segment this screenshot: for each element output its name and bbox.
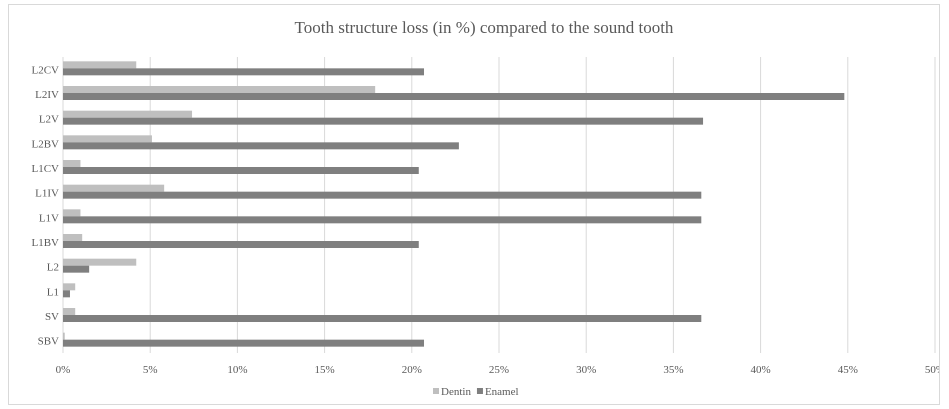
legend-swatch (433, 388, 439, 394)
category-label: L2IV (35, 89, 59, 101)
bar-dentin (63, 308, 76, 315)
bar-dentin (63, 61, 137, 69)
bar-enamel (63, 290, 70, 298)
gridlines (62, 57, 936, 353)
bar-dentin (63, 135, 152, 143)
legend-label: Enamel (485, 386, 519, 398)
category-label: L2CV (32, 64, 60, 76)
category-label: L1 (47, 286, 59, 298)
x-tick-label: 50% (925, 364, 939, 376)
category-label: SV (45, 311, 59, 323)
bar-dentin (63, 184, 165, 192)
bar-enamel (63, 339, 425, 347)
bar-dentin (63, 110, 193, 118)
x-tick-label: 35% (663, 364, 683, 376)
x-tick-label: 15% (315, 364, 335, 376)
legend: Dentin Enamel (433, 386, 519, 398)
category-label: L2 (47, 262, 59, 274)
category-label: L1BV (32, 237, 60, 249)
x-tick-label: 25% (489, 364, 509, 376)
x-tick-label: 10% (227, 364, 247, 376)
category-label: L2V (39, 114, 59, 126)
bar-dentin (63, 209, 81, 217)
bar-enamel (63, 241, 419, 248)
bar-enamel (63, 216, 702, 224)
bars (63, 61, 845, 347)
bar-enamel (63, 93, 845, 100)
chart-title: Tooth structure loss (in %) compared to … (295, 18, 674, 37)
x-tick-label: 5% (143, 364, 158, 376)
bar-dentin (63, 234, 83, 241)
bar-enamel (63, 265, 90, 273)
x-tick-label: 0% (56, 364, 71, 376)
x-tick-label: 20% (402, 364, 422, 376)
bar-chart: Tooth structure loss (in %) compared to … (32, 18, 940, 398)
bar-dentin (63, 283, 76, 291)
x-tick-label: 45% (838, 364, 858, 376)
category-labels: L2CV L2IV L2V L2BV L1CV L1IV L1V L1BV L2 L1 SV SBV (32, 64, 60, 347)
bar-enamel (63, 315, 702, 322)
x-tick-label: 40% (751, 364, 771, 376)
bar-enamel (63, 167, 419, 174)
category-label: SBV (38, 336, 59, 348)
legend-label: Dentin (441, 386, 471, 398)
category-label: L1IV (35, 188, 59, 200)
legend-swatch (476, 388, 483, 394)
bar-enamel (63, 142, 459, 150)
category-label: L1CV (32, 163, 60, 175)
chart-frame: Tooth structure loss (in %) compared to … (8, 4, 940, 405)
bar-dentin (63, 258, 137, 266)
bar-dentin (63, 160, 81, 167)
bar-dentin (63, 332, 65, 340)
bar-dentin (63, 86, 376, 93)
bar-enamel (63, 191, 702, 199)
bar-enamel (63, 117, 704, 125)
x-tick-label: 30% (576, 364, 596, 376)
bar-enamel (63, 68, 425, 76)
x-tick-labels: 0% 5% 10% 15% 20% 25% 30% 35% 40% 45% 50% (56, 364, 939, 376)
category-label: L1V (39, 212, 59, 224)
category-label: L2BV (32, 138, 60, 150)
